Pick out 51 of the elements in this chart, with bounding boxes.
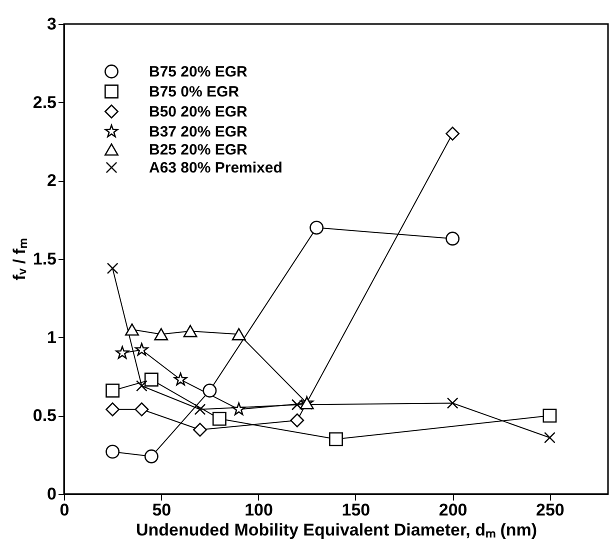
x-tick-label: 250 [536,500,564,520]
legend-label: B75 20% EGR [149,64,248,80]
y-tick-label: 1 [47,328,56,347]
legend-label: B50 20% EGR [149,104,248,120]
point [446,126,460,141]
point [291,398,303,410]
point [194,404,206,416]
legend-label: B25 20% EGR [149,142,248,158]
x-tick-label: 150 [342,500,370,520]
legend-label: B75 0% EGR [149,84,240,100]
point [300,397,314,410]
point [310,220,324,235]
point [193,422,207,437]
point [134,402,149,416]
point [329,432,343,446]
point [174,372,188,386]
y-tick-label: 2 [47,171,56,190]
point [232,402,246,416]
y-tick-label: 3 [47,14,56,34]
y-tick-label: 0 [47,484,56,504]
x-tick-label: 0 [60,500,70,520]
point [144,372,158,387]
point [212,412,226,426]
point [154,328,168,340]
y-tick-label: 1.5 [32,250,56,268]
point [446,232,460,246]
point [125,323,139,336]
point [135,342,148,356]
point [116,346,129,359]
legend-label: A63 80% Premixed [149,160,282,176]
point [290,413,304,428]
y-axis-title: fᵥ / fₘ [10,238,29,280]
point [106,444,120,459]
y-tick-label: 2.5 [32,92,56,112]
point [202,384,217,398]
point [144,449,158,464]
legend-label: B37 20% EGR [149,124,248,140]
point [106,402,120,416]
point [232,328,246,340]
point [183,324,198,338]
x-tick-label: 50 [152,500,172,520]
point [106,384,120,398]
point [542,408,557,423]
x-tick-label: 200 [438,500,468,520]
point [446,397,458,409]
point [136,380,148,392]
point [106,262,118,274]
x-axis-title: Undenuded Mobility Equivalent Diameter, dₘ (nm) [136,520,538,540]
point [544,432,556,444]
y-tick-label: 0.5 [32,406,56,426]
x-tick-label: 100 [244,500,273,520]
